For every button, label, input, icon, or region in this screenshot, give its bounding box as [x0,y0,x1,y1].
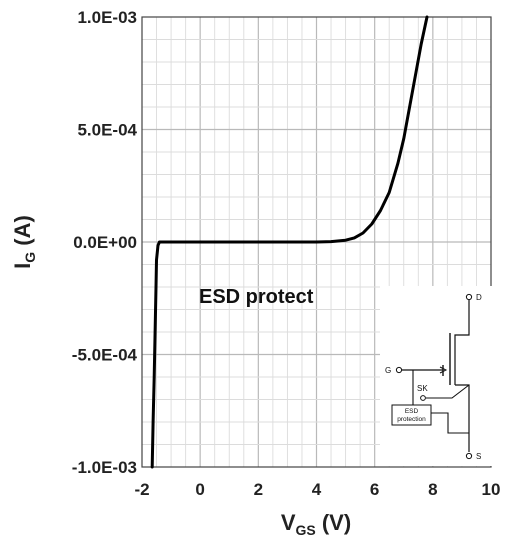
esd-box-line1: ESD [405,408,419,415]
inset-label-s: S [476,452,481,461]
y-tick-label: 0.0E+00 [73,233,137,252]
y-tick-label: -5.0E-04 [72,346,138,365]
gate-terminal-icon [396,367,401,372]
y-tick-label: 1.0E-03 [77,8,137,27]
source-terminal-icon [466,453,471,458]
y-axis-title: IG (A) [10,215,38,269]
x-tick-label: 10 [482,480,501,499]
y-tick-label: 5.0E-04 [77,121,137,140]
x-tick-label: -2 [134,480,149,499]
x-tick-label: 4 [312,480,322,499]
x-tick-label: 2 [254,480,263,499]
inset-label-d: D [476,293,482,302]
sk-terminal-icon [421,396,426,401]
annotation-esd-protect: ESD protect [199,286,314,308]
esd-box-line2: protection [397,416,426,423]
x-tick-label: 0 [195,480,204,499]
esd-circuit-inset: D G S SK ESD protection [380,286,493,466]
inset-label-sk: SK [417,384,428,393]
drain-terminal-icon [466,294,471,299]
x-tick-label: 6 [370,480,379,499]
x-axis-title: VGS (V) [281,510,351,538]
y-tick-label: -1.0E-03 [72,458,137,477]
inset-label-g: G [385,366,391,375]
inset-background [380,286,493,466]
x-tick-label: 8 [428,480,437,499]
